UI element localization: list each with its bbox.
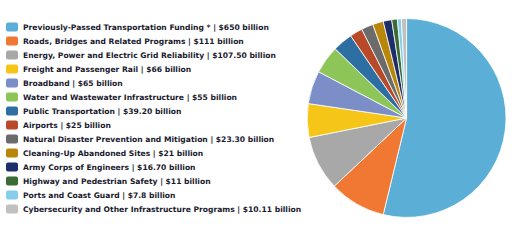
pie-slice — [401, 19, 406, 118]
legend-item: Highway and Pedestrian Safety | $11 bill… — [6, 177, 211, 186]
legend-item: Cybersecurity and Other Infrastructure P… — [6, 205, 301, 214]
legend-swatch — [6, 163, 18, 172]
legend-swatch — [6, 23, 18, 32]
legend-swatch — [6, 121, 18, 130]
legend-swatch — [6, 79, 18, 88]
legend-label: Roads, Bridges and Related Programs | $1… — [23, 37, 244, 46]
legend-swatch — [6, 107, 18, 116]
chart: Previously-Passed Transportation Funding… — [0, 0, 512, 236]
legend-label: Freight and Passenger Rail | $66 billion — [23, 65, 191, 74]
legend-swatch — [6, 177, 18, 186]
legend-swatch — [6, 37, 18, 46]
legend-item: Roads, Bridges and Related Programs | $1… — [6, 37, 244, 46]
legend-label: Army Corps of Engineers | $16.70 billion — [23, 163, 196, 172]
legend-label: Public Transportation | $39.20 billion — [23, 107, 181, 116]
legend-item: Cleaning-Up Abandoned Sites | $21 billio… — [6, 149, 203, 158]
legend-item: Water and Wastewater Infrastructure | $5… — [6, 93, 237, 102]
legend-item: Natural Disaster Prevention and Mitigati… — [6, 135, 274, 144]
legend-item: Energy, Power and Electric Grid Reliabil… — [6, 51, 276, 60]
legend-swatch — [6, 149, 18, 158]
legend-label: Natural Disaster Prevention and Mitigati… — [23, 135, 274, 144]
pie — [307, 19, 506, 218]
pie-slice — [397, 19, 406, 118]
legend-item: Ports and Coast Guard | $7.8 billion — [6, 191, 176, 200]
legend-item: Airports | $25 billion — [6, 121, 111, 130]
legend-label: Highway and Pedestrian Safety | $11 bill… — [23, 177, 211, 186]
legend-swatch — [6, 65, 18, 74]
legend-swatch — [6, 205, 18, 214]
legend-item: Freight and Passenger Rail | $66 billion — [6, 65, 191, 74]
legend-label: Water and Wastewater Infrastructure | $5… — [23, 93, 237, 102]
legend-item: Previously-Passed Transportation Funding… — [6, 23, 269, 32]
legend-swatch — [6, 93, 18, 102]
legend-swatch — [6, 135, 18, 144]
legend-swatch — [6, 191, 18, 200]
legend-label: Cleaning-Up Abandoned Sites | $21 billio… — [23, 149, 203, 158]
legend-label: Broadband | $65 billion — [23, 79, 123, 88]
legend-swatch — [6, 51, 18, 60]
legend-label: Previously-Passed Transportation Funding… — [23, 23, 269, 32]
legend-label: Airports | $25 billion — [23, 121, 111, 130]
legend-item: Army Corps of Engineers | $16.70 billion — [6, 163, 196, 172]
legend-label: Energy, Power and Electric Grid Reliabil… — [23, 51, 276, 60]
pie-slice — [392, 19, 407, 118]
legend: Previously-Passed Transportation Funding… — [6, 23, 301, 214]
legend-label: Cybersecurity and Other Infrastructure P… — [23, 205, 301, 214]
legend-item: Public Transportation | $39.20 billion — [6, 107, 181, 116]
legend-item: Broadband | $65 billion — [6, 79, 123, 88]
legend-label: Ports and Coast Guard | $7.8 billion — [23, 191, 176, 200]
